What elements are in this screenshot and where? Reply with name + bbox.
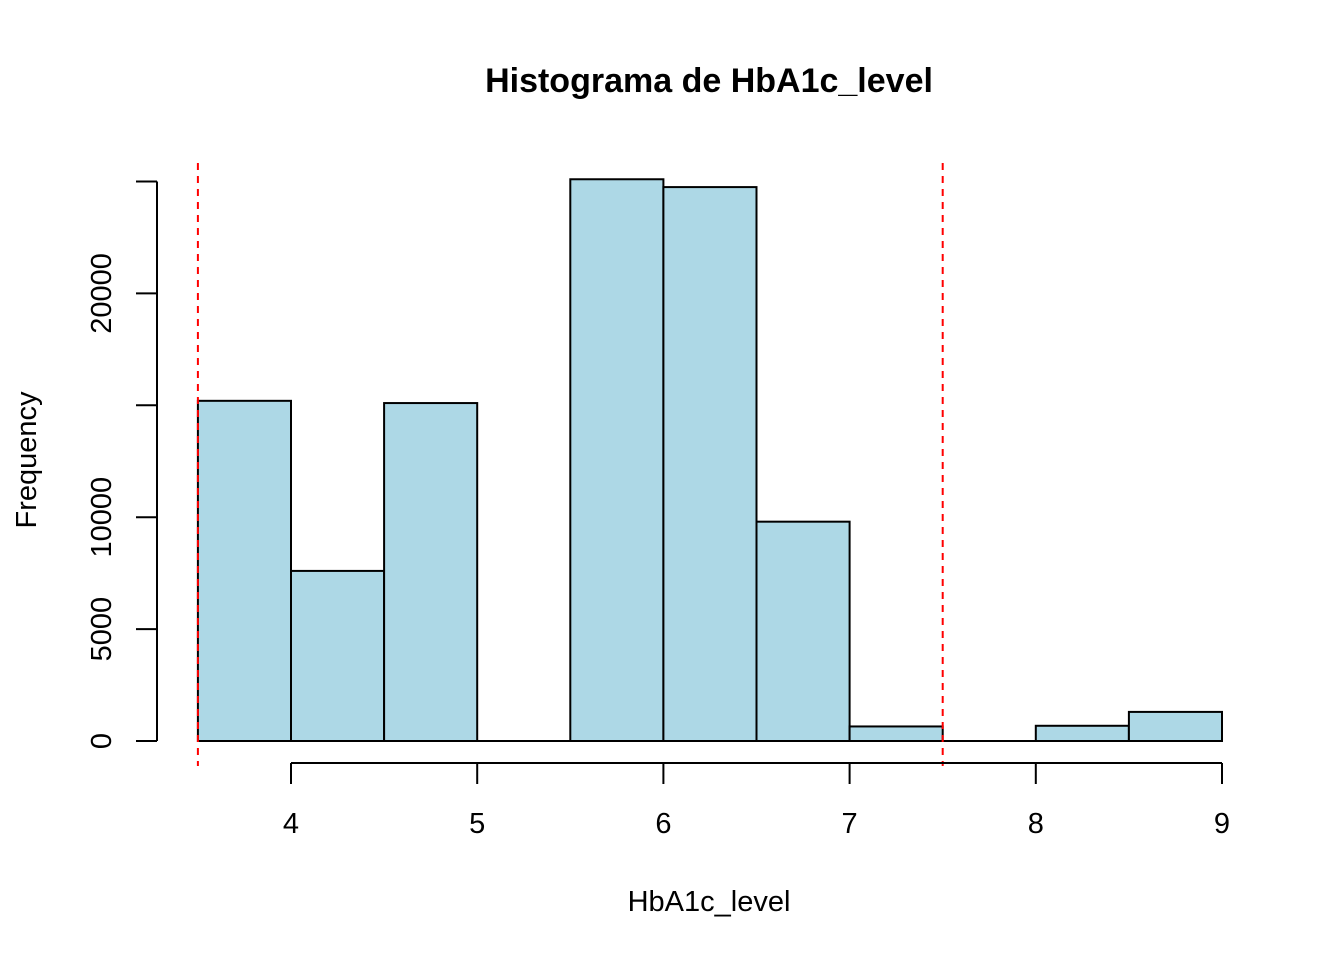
histogram-bar [290, 569, 386, 742]
histogram-bar [662, 186, 758, 743]
histogram-bar [1127, 710, 1224, 743]
bars-group [196, 178, 1224, 743]
histogram-bar [569, 178, 665, 742]
chart-title: Histograma de HbA1c_level [485, 62, 933, 100]
x-axis: 4 5 6 7 8 9 [283, 762, 1230, 840]
y-tick-label: 10000 [86, 477, 118, 558]
y-axis-label: Frequency [11, 391, 43, 529]
y-tick-label: 20000 [86, 253, 118, 334]
y-tick-label: 0 [86, 733, 118, 749]
histogram-bar [1034, 724, 1130, 743]
x-tick-label: 8 [1028, 808, 1044, 840]
x-tick-label: 4 [283, 808, 299, 840]
x-tick-label: 6 [655, 808, 671, 840]
reference-lines-group [196, 163, 944, 766]
histogram-bar [755, 520, 851, 743]
histogram-bar [196, 399, 292, 742]
histogram-bar [848, 725, 944, 743]
y-tick-label: 5000 [86, 597, 118, 662]
x-tick-label: 5 [469, 808, 485, 840]
histogram-bar [383, 402, 479, 742]
x-tick-label: 9 [1214, 808, 1230, 840]
x-tick-label: 7 [842, 808, 858, 840]
y-axis: 0 5000 10000 20000 [86, 180, 158, 749]
x-axis-label: HbA1c_level [628, 886, 791, 918]
